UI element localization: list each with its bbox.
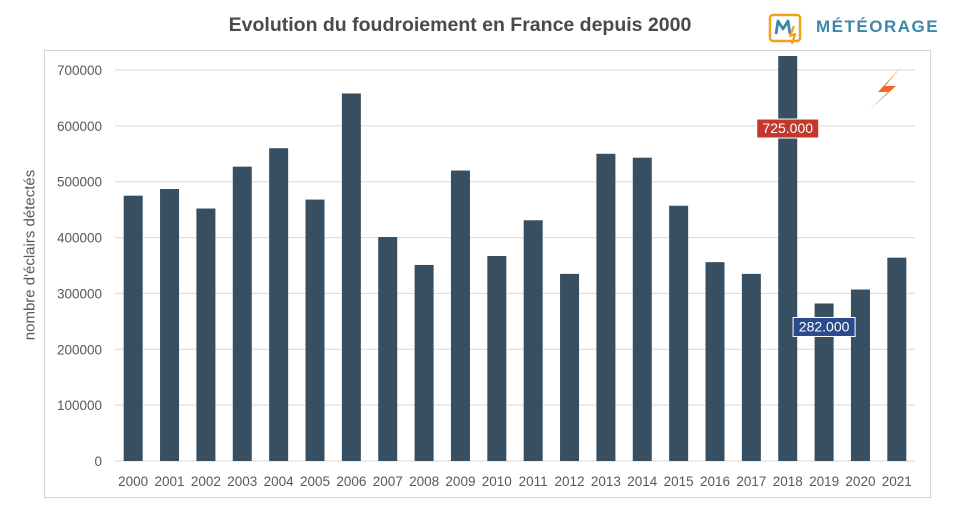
bar-2011 xyxy=(523,220,543,461)
y-tick-label: 0 xyxy=(94,454,102,469)
bar-2020 xyxy=(850,289,870,461)
x-tick-label: 2016 xyxy=(700,474,730,489)
x-tick-label: 2000 xyxy=(118,474,148,489)
data-label-text: 282.000 xyxy=(799,318,850,334)
x-tick-label: 2008 xyxy=(409,474,439,489)
x-tick-label: 2015 xyxy=(664,474,694,489)
y-tick-label: 300000 xyxy=(57,286,102,301)
x-tick-label: 2020 xyxy=(845,474,875,489)
bar-2007 xyxy=(378,237,398,461)
bar-2005 xyxy=(305,199,325,462)
x-tick-label: 2012 xyxy=(555,474,585,489)
bar-2016 xyxy=(705,262,725,461)
bar-2021 xyxy=(887,257,907,461)
bar-2015 xyxy=(669,205,689,461)
bar-2014 xyxy=(632,157,652,461)
x-tick-label: 2010 xyxy=(482,474,512,489)
bar-2010 xyxy=(487,256,507,461)
y-tick-label: 500000 xyxy=(57,175,102,190)
data-label-2019: 282.000 xyxy=(792,316,856,337)
bar-2012 xyxy=(560,273,580,461)
data-label-2018: 725.000 xyxy=(756,118,820,139)
x-tick-label: 2019 xyxy=(809,474,839,489)
x-tick-label: 2014 xyxy=(627,474,658,489)
y-tick-label: 700000 xyxy=(57,63,102,78)
x-tick-label: 2003 xyxy=(227,474,257,489)
bar-2013 xyxy=(596,153,616,462)
x-tick-label: 2013 xyxy=(591,474,621,489)
bar-2009 xyxy=(450,170,470,462)
x-tick-label: 2017 xyxy=(736,474,766,489)
bar-2008 xyxy=(414,264,434,461)
y-tick-label: 400000 xyxy=(57,231,102,246)
x-tick-label: 2007 xyxy=(373,474,403,489)
x-tick-label: 2005 xyxy=(300,474,330,489)
brand-name: MÉTÉORAGE xyxy=(816,17,940,36)
x-tick-label: 2004 xyxy=(264,474,295,489)
x-tick-label: 2009 xyxy=(445,474,475,489)
data-label-text: 725.000 xyxy=(762,120,813,136)
bar-2019 xyxy=(814,303,834,461)
bar-2004 xyxy=(269,148,289,461)
x-tick-label: 2018 xyxy=(773,474,803,489)
bar-2018 xyxy=(778,56,798,462)
lightning-bolt-icon xyxy=(869,66,902,110)
meteorage-logo: MÉTÉORAGE xyxy=(768,12,938,46)
chart-title: Evolution du foudroiement en France depu… xyxy=(228,14,692,36)
bar-2003 xyxy=(232,166,252,461)
x-tick-label: 2006 xyxy=(336,474,366,489)
bar-2000 xyxy=(123,195,143,461)
chart-frame xyxy=(44,50,931,498)
meteorage-logo-icon xyxy=(768,13,802,45)
bar-2001 xyxy=(160,188,180,461)
y-tick-label: 600000 xyxy=(57,119,102,134)
x-tick-label: 2021 xyxy=(882,474,912,489)
x-tick-label: 2002 xyxy=(191,474,221,489)
y-tick-label: 100000 xyxy=(57,398,102,413)
x-tick-label: 2011 xyxy=(519,474,548,489)
bar-2006 xyxy=(341,93,361,462)
bar-2017 xyxy=(741,273,761,461)
y-tick-label: 200000 xyxy=(57,342,102,357)
bar-2002 xyxy=(196,208,216,461)
x-tick-label: 2001 xyxy=(155,474,185,489)
